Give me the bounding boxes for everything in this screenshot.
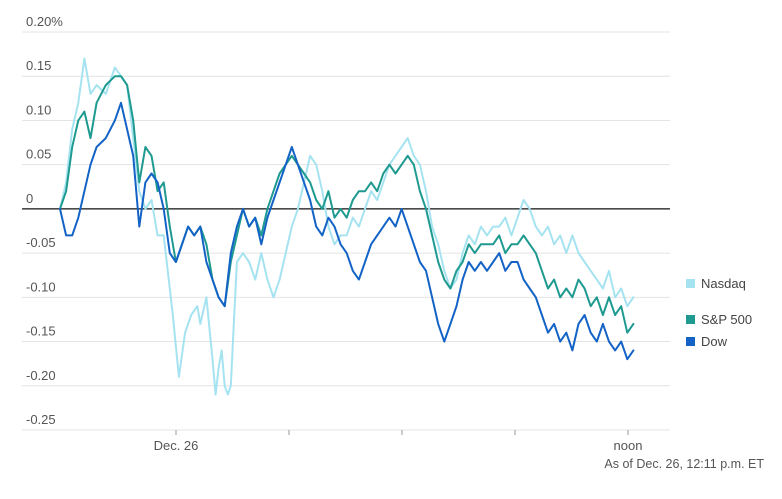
legend-swatch [686,337,695,346]
series-line-s-p-500 [59,75,635,334]
y-tick-label: 0.20% [26,14,63,29]
y-tick-label: -0.15 [26,324,56,339]
legend-label: S&P 500 [701,312,752,327]
series-line-nasdaq [59,57,635,396]
y-tick-label: 0.15 [26,58,51,73]
y-tick-label: 0.10 [26,102,51,117]
series-line-dow [59,101,635,361]
legend-label: Dow [701,334,728,349]
y-tick-label: -0.10 [26,279,56,294]
legend-swatch [686,279,695,288]
x-tick-label: noon [614,438,643,453]
legend-label: Nasdaq [701,276,746,291]
y-tick-label: -0.05 [26,235,56,250]
x-tick-label: Dec. 26 [154,438,199,453]
x-axis: Dec. 26 noon [154,430,643,453]
y-tick-label: -0.20 [26,368,56,383]
legend: Nasdaq S&P 500 Dow [686,276,752,349]
y-axis-tick-labels: 0.20% 0.15 0.10 0.05 0 -0.05 -0.10 -0.15 -0.20 -0… [26,14,63,427]
y-tick-label: -0.25 [26,412,56,427]
series-lines [59,57,635,396]
y-tick-label: 0.05 [26,147,51,162]
grid-layer [22,31,670,431]
y-tick-label: 0 [26,191,33,206]
legend-swatch [686,315,695,324]
chart-footnote: As of Dec. 26, 12:11 p.m. ET [604,457,764,471]
